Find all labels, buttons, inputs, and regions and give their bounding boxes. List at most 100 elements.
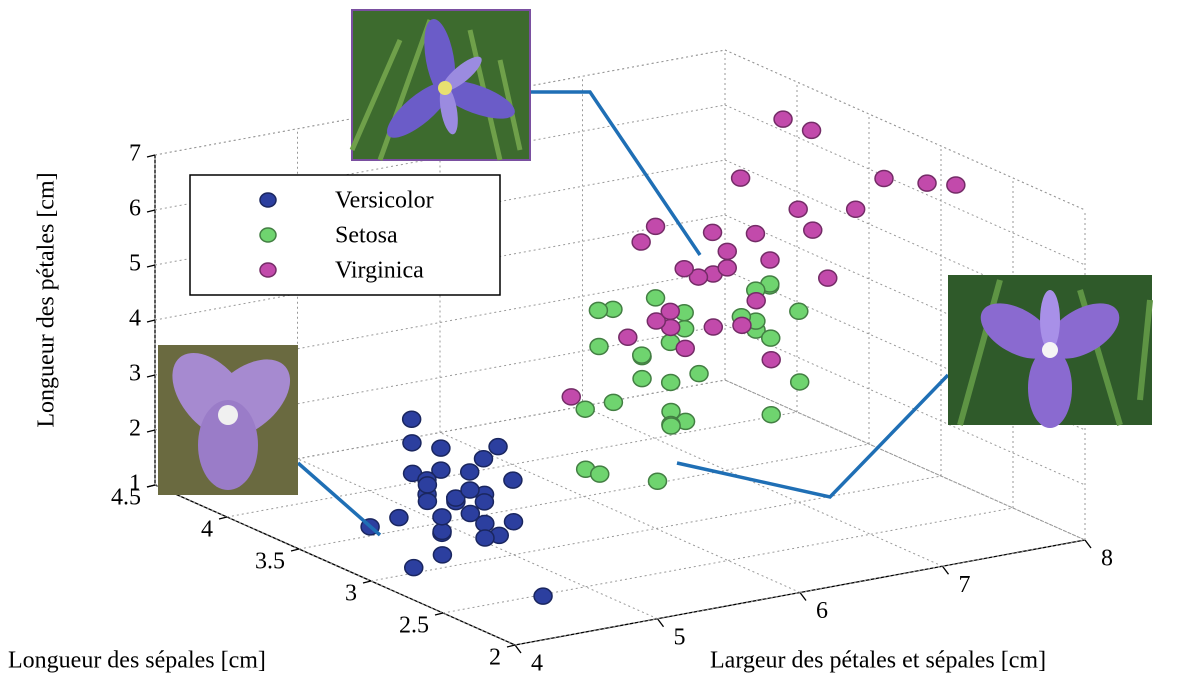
data-point <box>788 200 808 218</box>
legend-label: Virginica <box>335 258 424 284</box>
data-point <box>632 369 652 388</box>
data-point <box>661 417 681 435</box>
data-point <box>645 217 666 236</box>
data-point <box>432 546 453 564</box>
grid-line <box>724 104 1086 266</box>
data-point <box>645 289 666 307</box>
tick-mark <box>146 484 156 488</box>
grid-line <box>439 432 801 593</box>
data-point <box>730 169 751 187</box>
x-axis-label: Largeur des pétales et sépales [cm] <box>710 648 1046 674</box>
data-point <box>946 176 966 194</box>
data-point <box>689 364 709 383</box>
flower-photo <box>349 9 531 161</box>
grid-line <box>154 214 726 321</box>
data-point <box>688 268 709 286</box>
flower-photo <box>158 345 298 495</box>
grid-line <box>442 507 1014 614</box>
data-point <box>675 339 695 358</box>
data-point <box>703 318 724 336</box>
x-tick-label: 7 <box>959 572 971 598</box>
tick-mark <box>146 264 156 268</box>
data-point <box>789 302 809 321</box>
data-point <box>588 301 609 320</box>
y-tick-label: 3 <box>345 581 357 607</box>
data-point <box>746 291 766 310</box>
y-tick-label: 2 <box>489 645 501 671</box>
data-point <box>417 492 438 511</box>
points <box>360 110 966 605</box>
grid-line <box>370 475 942 582</box>
legend: Versicolor Setosa Virginica <box>189 174 501 296</box>
z-tick-label: 3 <box>129 361 141 387</box>
y-tick-label: 4.5 <box>111 485 141 511</box>
data-point <box>431 461 451 479</box>
data-point <box>475 529 495 547</box>
tick-mark <box>514 644 522 654</box>
tick-mark <box>434 612 444 616</box>
tick-mark <box>799 592 807 601</box>
legend-marker <box>259 262 277 278</box>
y-tick-label: 3.5 <box>255 549 285 575</box>
tick-mark <box>506 644 516 648</box>
data-point <box>632 346 652 364</box>
data-point <box>618 328 638 347</box>
x-tick-label: 6 <box>816 598 828 624</box>
x-tick-label: 4 <box>531 651 543 677</box>
data-point <box>417 476 438 494</box>
data-point <box>818 269 838 287</box>
z-tick-label: 2 <box>129 416 141 442</box>
data-point <box>745 224 766 243</box>
legend-label: Versicolor <box>335 188 434 214</box>
grid-line <box>724 269 1086 431</box>
data-point <box>460 481 480 499</box>
data-point <box>473 450 494 468</box>
data-point <box>432 508 452 526</box>
data-point <box>401 410 422 429</box>
tick-mark <box>146 429 156 433</box>
tick-mark <box>941 565 950 575</box>
z-tick-label: 1 <box>129 471 141 497</box>
legend-label: Setosa <box>335 223 398 249</box>
data-point <box>874 169 894 188</box>
data-point <box>789 373 810 391</box>
grid-line <box>154 484 516 646</box>
data-point <box>732 316 752 335</box>
data-point <box>533 587 553 605</box>
data-point <box>590 465 610 483</box>
data-point <box>561 388 581 406</box>
flower-photo <box>948 275 1153 428</box>
data-point <box>503 513 524 531</box>
data-point <box>660 302 680 321</box>
y-tick-label: 4 <box>201 517 213 543</box>
data-point <box>801 121 822 140</box>
data-point <box>446 489 466 507</box>
tick-mark <box>146 319 156 323</box>
data-point <box>845 200 866 219</box>
legend-marker <box>259 192 277 208</box>
grid-line <box>724 49 1086 211</box>
data-point <box>674 259 694 278</box>
data-point <box>660 373 681 392</box>
data-point <box>803 221 823 239</box>
y-axis-label: Longueur des sépales [cm] <box>8 648 266 674</box>
data-point <box>402 434 422 452</box>
data-point <box>760 251 780 269</box>
data-point <box>717 259 737 277</box>
tick-mark <box>362 580 372 584</box>
connector <box>676 373 950 499</box>
grid-line <box>226 411 798 518</box>
data-point <box>459 463 480 481</box>
grid-line <box>724 159 1086 321</box>
data-point <box>488 437 508 456</box>
data-point <box>460 504 481 523</box>
data-point <box>431 439 451 457</box>
data-point <box>432 522 452 541</box>
data-point <box>761 350 781 369</box>
data-point <box>646 312 667 330</box>
data-point <box>631 233 651 251</box>
grid-line <box>724 324 1086 486</box>
data-point <box>503 471 523 489</box>
